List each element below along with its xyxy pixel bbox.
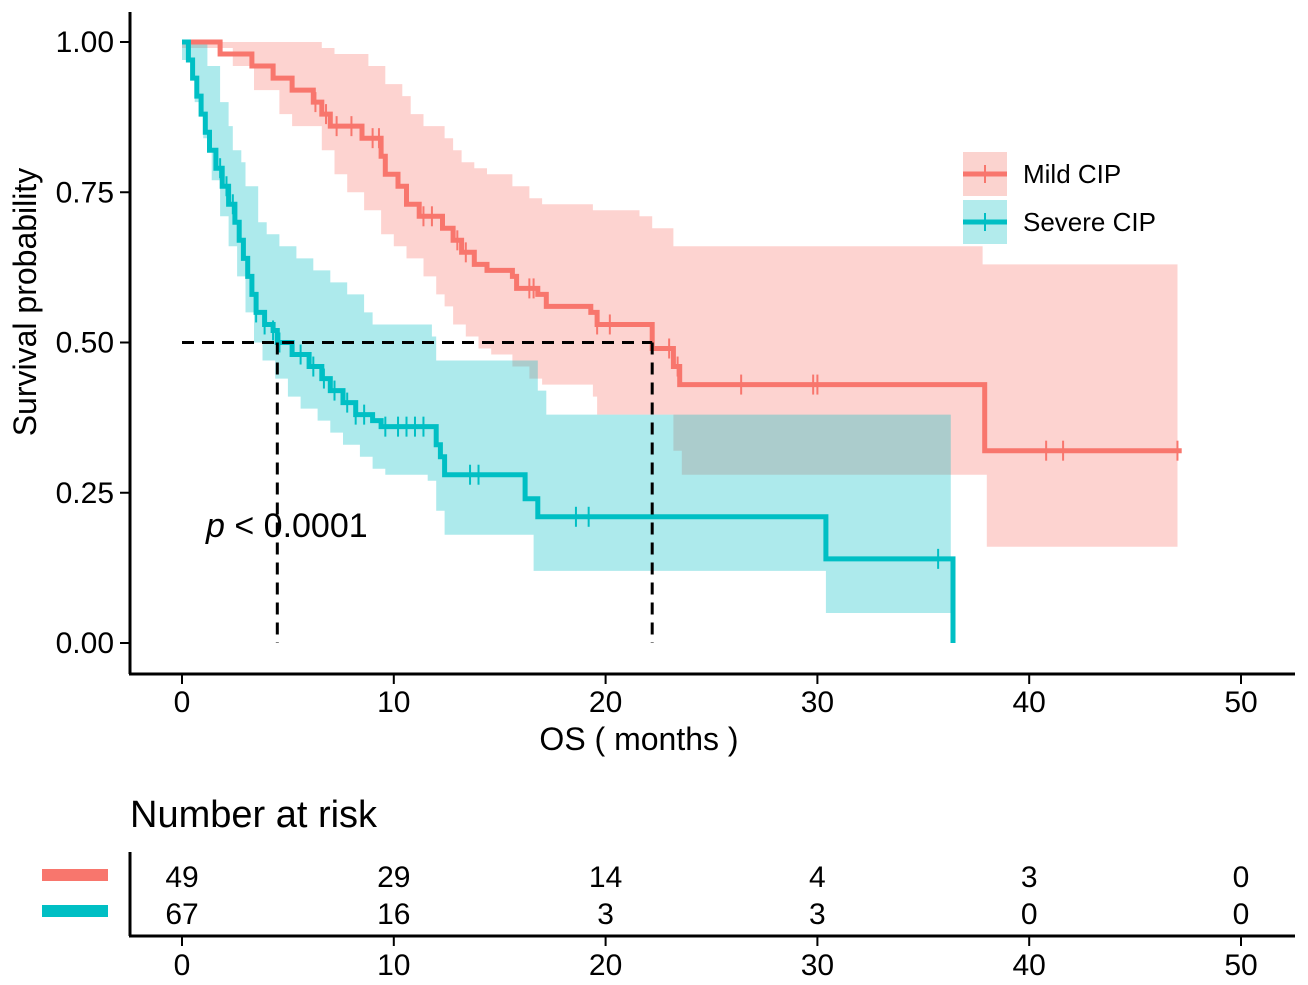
x-tick-label: 0	[174, 686, 191, 719]
risk-cell-mild-cip: 29	[377, 861, 410, 894]
y-tick-label: 0.00	[56, 627, 114, 660]
risk-table-cells: 49 29 14 4 3 0 67 16 3 3 0 0	[165, 861, 1249, 931]
x-axis-title: OS ( months )	[539, 721, 738, 757]
risk-row-key-severe	[42, 905, 108, 917]
km-curve-severe-cip	[182, 39, 956, 643]
risk-cell-mild-cip: 0	[1233, 861, 1250, 894]
y-axis-ticks: 0.00 0.25 0.50 0.75 1.00	[56, 26, 130, 660]
confidence-bands	[182, 42, 1178, 613]
survival-curves	[182, 39, 1182, 643]
risk-cell-mild-cip: 14	[589, 861, 622, 894]
risk-cell-severe-cip: 0	[1021, 898, 1038, 931]
risk-cell-mild-cip: 4	[809, 861, 826, 894]
y-axis-title: Survival probability	[7, 168, 43, 437]
legend-label-mild: Mild CIP	[1023, 159, 1121, 189]
risk-cell-severe-cip: 67	[165, 898, 198, 931]
x-tick-label: 10	[377, 686, 410, 719]
km-curve-mild-cip	[182, 39, 1182, 454]
risk-table-x-ticks: 0 10 20 30 40 50	[174, 936, 1258, 982]
risk-x-tick-label: 0	[174, 949, 191, 980]
risk-cell-severe-cip: 16	[377, 898, 410, 931]
p-value-text: < 0.0001	[225, 507, 368, 545]
risk-row-key-mild	[42, 869, 108, 881]
x-tick-label: 20	[589, 686, 622, 719]
risk-cell-severe-cip: 0	[1233, 898, 1250, 931]
risk-cell-mild-cip: 3	[1021, 861, 1038, 894]
risk-x-tick-label: 30	[801, 949, 834, 980]
risk-x-tick-label: 50	[1224, 949, 1257, 980]
risk-cell-severe-cip: 3	[597, 898, 614, 931]
risk-x-tick-label: 40	[1013, 949, 1046, 980]
x-tick-label: 50	[1224, 686, 1257, 719]
p-value-annotation: p < 0.0001	[205, 507, 368, 545]
median-reference-lines	[182, 341, 654, 643]
risk-cell-severe-cip: 3	[809, 898, 826, 931]
x-tick-label: 40	[1013, 686, 1046, 719]
y-tick-label: 0.75	[56, 176, 114, 209]
risk-x-tick-label: 10	[377, 949, 410, 980]
legend-label-severe: Severe CIP	[1023, 207, 1156, 237]
legend: Mild CIP Severe CIP	[963, 152, 1156, 244]
y-tick-label: 0.50	[56, 327, 114, 360]
x-tick-label: 30	[801, 686, 834, 719]
ci-band-mild-cip	[182, 42, 1178, 547]
y-tick-label: 0.25	[56, 477, 114, 510]
censor-marks	[219, 92, 1179, 569]
x-axis-ticks: 0 10 20 30 40 50	[174, 674, 1258, 719]
risk-table-title: Number at risk	[130, 794, 378, 836]
p-value-symbol: p	[205, 507, 225, 545]
ci-band-severe-cip	[182, 42, 951, 613]
y-tick-label: 1.00	[56, 26, 114, 59]
risk-x-tick-label: 20	[589, 949, 622, 980]
risk-cell-mild-cip: 49	[165, 861, 198, 894]
